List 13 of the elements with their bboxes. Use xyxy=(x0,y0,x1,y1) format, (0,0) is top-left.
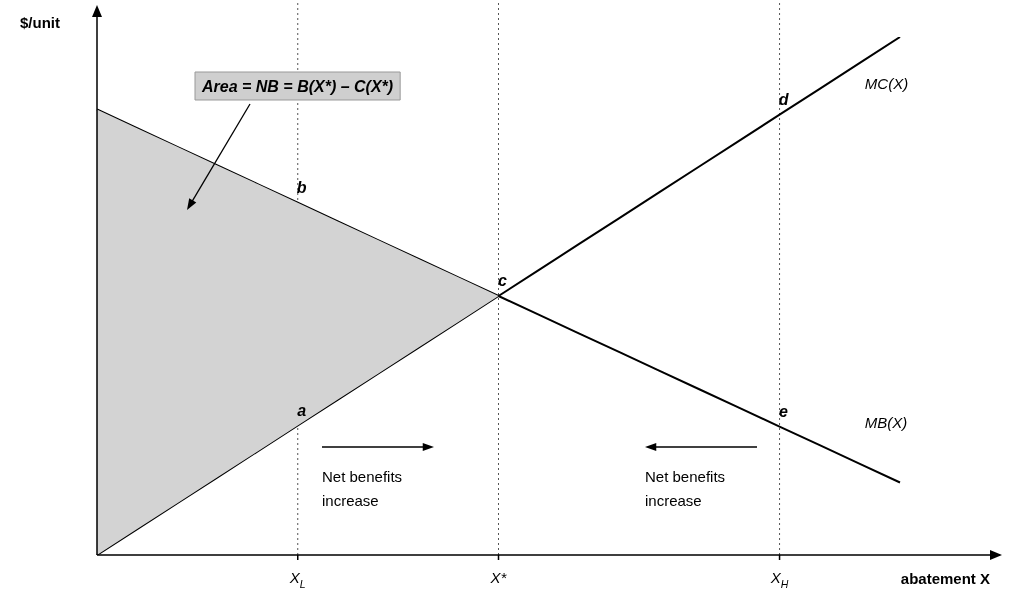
annotation: d xyxy=(778,90,790,108)
annotation: a xyxy=(297,401,307,419)
x-axis-title: abatement X xyxy=(900,570,991,587)
annotation: Area = NB = B(X*) – C(X*) xyxy=(201,78,394,95)
y-axis-title: $/unit xyxy=(20,14,60,31)
annotation: e xyxy=(779,402,789,420)
annotation: Net benefits increase xyxy=(322,468,403,509)
series-label: MC(X) xyxy=(864,74,909,92)
annotation: b xyxy=(296,178,307,196)
annotation: c xyxy=(498,272,508,289)
annotation: Net benefits increase xyxy=(645,468,726,509)
x-tick-label: X* xyxy=(489,569,508,586)
text: MB(X) xyxy=(864,413,908,431)
